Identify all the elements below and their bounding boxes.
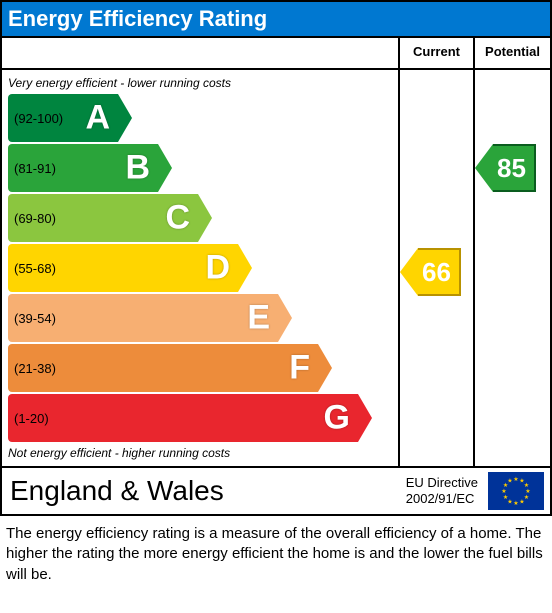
- band-letter-g: G: [324, 399, 350, 438]
- svg-text:★: ★: [507, 478, 512, 485]
- svg-text:★: ★: [519, 498, 524, 505]
- band-a: (92-100) A: [8, 94, 118, 142]
- svg-text:★: ★: [524, 482, 529, 489]
- band-row-f: (21-38) F: [8, 344, 392, 392]
- bands-column-head: [2, 38, 398, 70]
- band-range-d: (55-68): [8, 261, 56, 276]
- potential-head: Potential: [475, 38, 550, 70]
- region-label: England & Wales: [2, 471, 402, 511]
- svg-text:★: ★: [525, 488, 530, 495]
- band-range-f: (21-38): [8, 361, 56, 376]
- band-d: (55-68) D: [8, 244, 238, 292]
- band-row-e: (39-54) E: [8, 294, 392, 342]
- band-e: (39-54) E: [8, 294, 278, 342]
- band-row-a: (92-100) A: [8, 94, 392, 142]
- band-row-b: (81-91) B: [8, 144, 392, 192]
- svg-text:★: ★: [513, 476, 518, 483]
- band-arrow-icon: [158, 144, 172, 192]
- band-b: (81-91) B: [8, 144, 158, 192]
- band-letter-f: F: [289, 349, 310, 388]
- band-g: (1-20) G: [8, 394, 358, 442]
- current-pointer: 66: [400, 248, 461, 296]
- band-letter-c: C: [165, 199, 190, 238]
- svg-text:★: ★: [501, 488, 506, 495]
- current-pointer-value: 66: [418, 248, 461, 296]
- band-c: (69-80) C: [8, 194, 198, 242]
- potential-pointer: 85: [475, 144, 536, 192]
- inefficient-note: Not energy efficient - higher running co…: [8, 444, 392, 462]
- current-column: Current 66: [400, 38, 475, 466]
- band-f: (21-38) F: [8, 344, 318, 392]
- band-arrow-icon: [198, 194, 212, 242]
- band-range-g: (1-20): [8, 411, 49, 426]
- chart-main: Very energy efficient - lower running co…: [0, 36, 552, 468]
- band-arrow-icon: [278, 294, 292, 342]
- band-arrow-icon: [318, 344, 332, 392]
- band-row-c: (69-80) C: [8, 194, 392, 242]
- band-letter-a: A: [85, 99, 110, 138]
- bands-body: Very energy efficient - lower running co…: [2, 70, 398, 466]
- band-range-a: (92-100): [8, 111, 63, 126]
- band-letter-b: B: [125, 149, 150, 188]
- band-arrow-icon: [358, 394, 372, 442]
- current-head: Current: [400, 38, 473, 70]
- efficient-note: Very energy efficient - lower running co…: [8, 74, 392, 92]
- description-text: The energy efficiency rating is a measur…: [0, 516, 552, 589]
- band-letter-d: D: [205, 249, 230, 288]
- band-letter-e: E: [247, 299, 270, 338]
- band-range-b: (81-91): [8, 161, 56, 176]
- svg-text:★: ★: [503, 494, 508, 501]
- band-row-g: (1-20) G: [8, 394, 392, 442]
- band-range-c: (69-80): [8, 211, 56, 226]
- band-row-d: (55-68) D: [8, 244, 392, 292]
- bands-column: Very energy efficient - lower running co…: [2, 38, 400, 466]
- potential-column: Potential 85: [475, 38, 550, 466]
- band-arrow-icon: [118, 94, 132, 142]
- eu-flag-icon: ★★★★★★★★★★★★: [488, 472, 544, 510]
- band-arrow-icon: [238, 244, 252, 292]
- svg-text:★: ★: [513, 500, 518, 507]
- potential-pointer-value: 85: [493, 144, 536, 192]
- epc-chart: Energy Efficiency Rating Very energy eff…: [0, 0, 552, 589]
- pointer-arrow-icon: [400, 248, 418, 296]
- band-range-e: (39-54): [8, 311, 56, 326]
- chart-title: Energy Efficiency Rating: [0, 0, 552, 36]
- pointer-arrow-icon: [475, 144, 493, 192]
